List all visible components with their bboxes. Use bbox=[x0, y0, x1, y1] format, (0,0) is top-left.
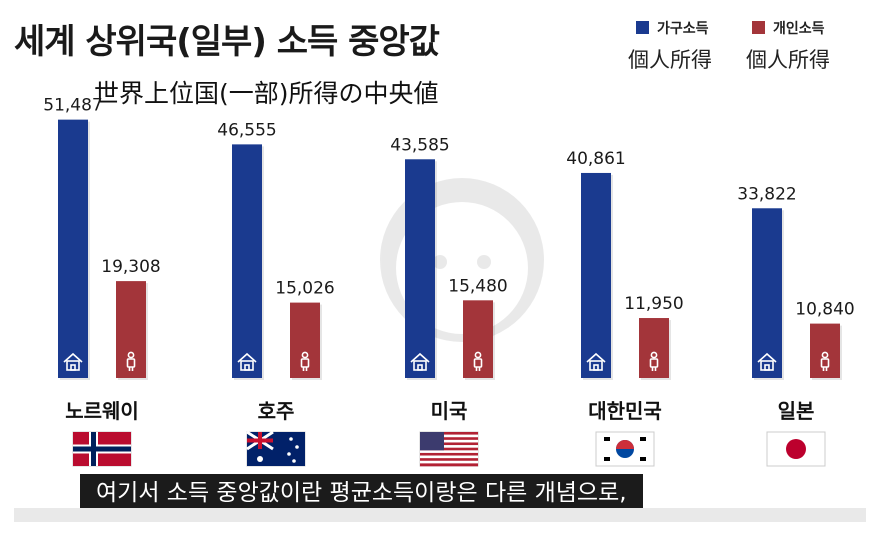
japan-flag bbox=[766, 431, 826, 467]
house-icon bbox=[586, 352, 606, 371]
person-icon bbox=[300, 351, 310, 371]
norway-flag bbox=[72, 431, 132, 467]
bottom-band bbox=[14, 508, 866, 522]
category-label: 미국 bbox=[431, 399, 468, 423]
data-label: 10,840 bbox=[795, 300, 854, 320]
bar-household bbox=[752, 208, 782, 378]
legend-sub-household: 個人所得 bbox=[628, 48, 712, 72]
data-label: 43,585 bbox=[390, 135, 449, 155]
data-label: 11,950 bbox=[624, 294, 683, 314]
legend-sub-individual: 個人所得 bbox=[746, 48, 830, 72]
bar-household bbox=[581, 172, 611, 378]
category-label: 대한민국 bbox=[588, 399, 662, 423]
bar-household bbox=[232, 144, 262, 378]
legend-swatch-individual bbox=[752, 21, 765, 34]
person-icon bbox=[649, 351, 659, 371]
legend-label-household: 가구소득 bbox=[657, 21, 709, 37]
legend-item-household: 가구소득 bbox=[636, 18, 709, 38]
house-icon bbox=[757, 352, 777, 371]
data-label: 15,480 bbox=[448, 276, 507, 296]
subtitle-caption: 여기서 소득 중앙값이란 평균소득이랑은 다른 개념으로, bbox=[80, 474, 643, 512]
data-label: 33,822 bbox=[737, 184, 796, 204]
chart-subtitle: 世界上位国(一部)所得の中央値 bbox=[90, 74, 443, 110]
data-label: 19,308 bbox=[101, 257, 160, 277]
legend-label-individual: 개인소득 bbox=[773, 21, 825, 37]
legend-swatch-household bbox=[636, 21, 649, 34]
bar-individual bbox=[116, 281, 146, 378]
category-label: 일본 bbox=[778, 399, 815, 423]
house-icon bbox=[410, 352, 430, 371]
watermark-face-icon bbox=[380, 178, 544, 342]
usa-flag bbox=[419, 431, 479, 467]
bar-individual bbox=[290, 302, 320, 378]
person-icon bbox=[820, 351, 830, 371]
bar-household bbox=[405, 159, 435, 378]
data-label: 51,487 bbox=[43, 96, 102, 116]
bar-individual bbox=[463, 300, 493, 378]
bar-individual bbox=[639, 318, 669, 378]
korea-flag bbox=[595, 431, 655, 467]
person-icon bbox=[126, 351, 136, 371]
house-icon bbox=[237, 352, 257, 371]
australia-flag bbox=[246, 430, 306, 467]
bar-household bbox=[58, 119, 88, 378]
data-label: 46,555 bbox=[217, 120, 276, 140]
data-label: 40,861 bbox=[566, 149, 625, 169]
person-icon bbox=[473, 351, 483, 371]
category-label: 노르웨이 bbox=[65, 399, 139, 423]
house-icon bbox=[63, 352, 83, 371]
chart-title: 세계 상위국(일부) 소득 중앙값 bbox=[14, 22, 440, 62]
category-label: 호주 bbox=[258, 399, 295, 423]
bar-individual bbox=[810, 323, 840, 378]
legend-item-individual: 개인소득 bbox=[752, 18, 825, 38]
data-label: 15,026 bbox=[275, 279, 334, 299]
